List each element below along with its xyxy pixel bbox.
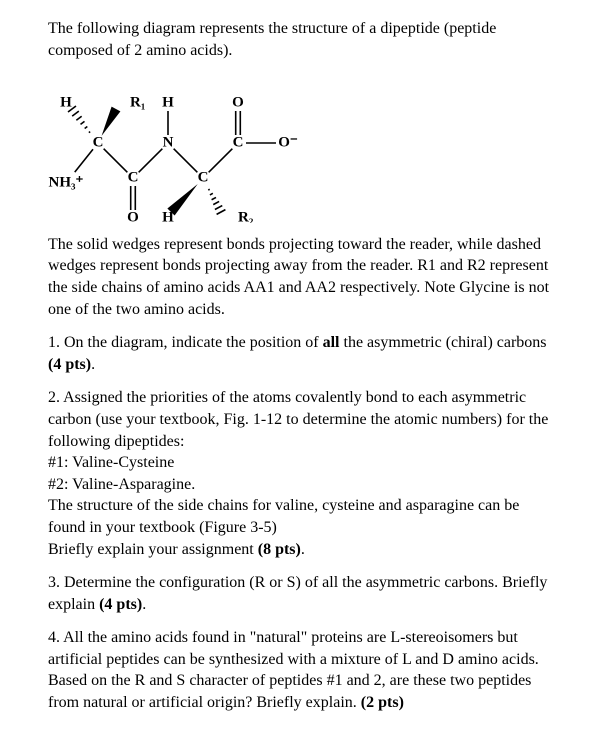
svg-text:O: O [232,95,244,111]
svg-text:O⁻: O⁻ [278,135,298,151]
q2-line-a: 2. Assigned the priorities of the atoms … [48,389,548,449]
svg-text:H: H [162,210,174,224]
svg-text:O: O [127,210,139,224]
svg-text:C: C [198,170,209,186]
svg-text:C: C [233,135,244,151]
svg-text:R₂: R₂ [238,210,254,224]
question-1: 1. On the diagram, indicate the position… [48,332,550,375]
document-page: The following diagram represents the str… [0,0,598,744]
q4-pts: (2 pts) [361,694,404,711]
q2-line-c: #2: Valine-Asparagine. [48,476,195,493]
question-3: 3. Determine the configuration (R or S) … [48,572,550,615]
svg-text:NH₃⁺: NH₃⁺ [49,175,84,191]
q1-post: the asymmetric (chiral) carbons [340,334,547,351]
dipeptide-svg: C C N C C H R₁ H O O⁻ NH₃⁺ O H R₂ [48,73,308,223]
q2-line-d: The structure of the side chains for val… [48,497,519,536]
q3-end: . [142,596,146,613]
q3-pts: (4 pts) [99,596,142,613]
intro-text: The following diagram represents the str… [48,18,550,61]
question-4: 4. All the amino acids found in "natural… [48,627,550,713]
q2-line-b: #1: Valine-Cysteine [48,454,174,471]
svg-text:C: C [93,135,104,151]
q2-line-e-end: . [301,541,305,558]
svg-text:C: C [128,170,139,186]
svg-text:N: N [163,135,174,151]
q2-pts: (8 pts) [258,541,301,558]
q4-pre: 4. All the amino acids found in "natural… [48,629,539,711]
q1-end: . [91,356,95,373]
q1-bold: all [323,334,340,351]
q1-pre: 1. On the diagram, indicate the position… [48,334,323,351]
svg-text:H: H [162,95,174,111]
q1-pts: (4 pts) [48,356,91,373]
q2-line-e-pre: Briefly explain your assignment [48,541,258,558]
diagram-caption: The solid wedges represent bonds project… [48,234,550,320]
dipeptide-diagram: C C N C C H R₁ H O O⁻ NH₃⁺ O H R₂ [48,73,550,230]
svg-text:R₁: R₁ [130,95,145,111]
question-2: 2. Assigned the priorities of the atoms … [48,387,550,560]
svg-text:H: H [60,95,72,111]
